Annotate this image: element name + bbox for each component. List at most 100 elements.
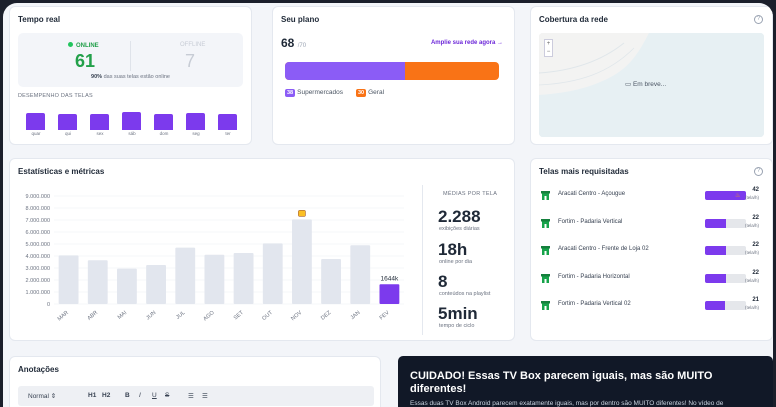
- chart-y-tick-label: 8.000.000: [26, 206, 50, 212]
- tela-demand-bar: [705, 246, 746, 255]
- underline-button[interactable]: U: [152, 392, 157, 399]
- chart-y-tick-label: 1.000.000: [26, 290, 50, 296]
- offline-count: 7: [185, 51, 196, 71]
- coverage-map[interactable]: + − ▭ Em breve...: [539, 33, 764, 137]
- chart-annotation-icon: [298, 210, 306, 217]
- desempenho-day-label: ter: [225, 131, 231, 136]
- tela-count: 22: [752, 269, 759, 276]
- zoom-in-button[interactable]: +: [546, 41, 551, 47]
- chart-x-tick-label: AGO: [202, 309, 216, 322]
- banner-title: CUIDADO! Essas TV Box parecem iguais, ma…: [410, 370, 713, 395]
- store-icon: [541, 246, 550, 255]
- tela-demand-fill: [705, 246, 726, 255]
- chart-bar: [262, 243, 283, 304]
- online-status-box: ONLINE 61 OFFLINE 7 90% das suas telas e…: [18, 33, 243, 87]
- cobertura-help-icon[interactable]: ?: [754, 15, 763, 24]
- desempenho-bar: [58, 114, 77, 130]
- chart-bar: [117, 268, 137, 304]
- metric-ciclo-value: 5min: [438, 304, 478, 323]
- medias-title: MÉDIAS POR TELA: [443, 191, 498, 197]
- desempenho-day-label: sex: [96, 131, 104, 136]
- tela-unit: (tela/h): [744, 250, 759, 255]
- chart-data-label: 1644k: [381, 275, 399, 282]
- chart-x-tick-label: JUN: [145, 310, 157, 321]
- tela-unit: (tela/h): [744, 195, 759, 200]
- legend-supermercados: 38 Supermercados: [285, 89, 344, 97]
- bullet-list-icon[interactable]: ☰: [202, 393, 208, 400]
- tela-demand-fill: [705, 218, 726, 228]
- telas-title: Telas mais requisitadas: [539, 167, 629, 176]
- select-arrows-icon: ⇕: [50, 393, 57, 400]
- chart-x-tick-label: JUL: [175, 310, 186, 321]
- chart-bar: [175, 247, 196, 304]
- map-overlay: [539, 33, 764, 137]
- tela-demand-fill: [705, 273, 726, 283]
- promo-banner[interactable]: CUIDADO! Essas TV Box parecem iguais, ma…: [398, 356, 773, 407]
- format-select[interactable]: Normal ⇕: [28, 393, 57, 400]
- plan-usage-bar: [285, 62, 499, 80]
- heading2-button[interactable]: H2: [102, 392, 111, 399]
- tela-name: Fortim - Padaria Vertical 02: [558, 301, 631, 307]
- tempo-real-card: Tempo real ONLINE 61 OFFLINE 7 90% das s…: [9, 6, 252, 145]
- desempenho-day-label: sáb: [128, 131, 136, 136]
- chart-x-tick-label: ABR: [87, 310, 100, 322]
- chart-y-tick-label: 9.000.000: [26, 194, 50, 200]
- plano-title: Seu plano: [281, 15, 320, 24]
- zoom-out-button[interactable]: −: [546, 49, 551, 55]
- desempenho-day-label: seg: [192, 131, 200, 136]
- italic-button[interactable]: I: [139, 392, 141, 399]
- online-percentage-note: 90% das suas telas estão online: [91, 74, 170, 80]
- chart-y-tick-label: 5.000.000: [26, 242, 50, 248]
- desempenho-day-label: dom: [159, 131, 169, 136]
- metric-exibicoes-value: 2.288: [438, 207, 481, 226]
- store-icon: [541, 273, 550, 283]
- estatisticas-card: Estatísticas e métricas 9.000.000 8.000.0…: [9, 158, 515, 341]
- chart-y-tick-label: 3.000.000: [26, 266, 50, 272]
- tela-row[interactable]: Fortim - Padaria Horizontal 22 (tela/h): [539, 270, 769, 290]
- tela-name: Aracati Centro - Frente de Loja 02: [558, 246, 649, 252]
- chart-x-tick-label: FEV: [379, 310, 391, 322]
- tela-count: 21: [752, 297, 759, 303]
- metric-conteudos-label: conteúdos na playlist: [439, 291, 491, 297]
- tela-demand-fill: [705, 301, 725, 310]
- map-coming-soon-label: ▭ Em breve...: [625, 81, 667, 88]
- banner-text: Essas duas TV Box Android parecem exatam…: [410, 400, 724, 407]
- chart-y-tick-label: 4.000.000: [26, 254, 50, 260]
- ordered-list-icon[interactable]: ☰: [188, 393, 194, 400]
- online-count: 61: [75, 51, 96, 71]
- bold-button[interactable]: B: [125, 392, 130, 399]
- desempenho-bar: [90, 114, 109, 130]
- tela-name: Fortim - Padaria Horizontal: [558, 273, 630, 280]
- tela-row[interactable]: Fortim - Padaria Vertical 02 21 (tela/h): [539, 297, 769, 317]
- tela-unit: (tela/h): [744, 222, 759, 228]
- store-icon: [541, 218, 550, 228]
- chart-y-tick-label: 2.000.000: [26, 278, 50, 284]
- chart-bar: [204, 254, 225, 304]
- chart-x-tick-label: MAI: [117, 310, 129, 321]
- metric-online-label: online por dia: [439, 259, 473, 265]
- tela-row[interactable]: Aracati Centro - Açougue ♨ 42 (tela/h): [539, 187, 769, 207]
- tela-count: 42: [752, 187, 759, 193]
- status-divider: [130, 41, 131, 71]
- strike-button[interactable]: S: [165, 392, 170, 399]
- chart-bar: [233, 253, 254, 304]
- tempo-real-title: Tempo real: [18, 15, 61, 24]
- online-dot-icon: [68, 42, 73, 47]
- stats-divider: [422, 185, 423, 335]
- telas-help-icon[interactable]: ?: [754, 167, 763, 176]
- desempenho-label: DESEMPENHO DAS TELAS: [18, 93, 93, 99]
- telas-card: Telas mais requisitadas ? Aracati Centro…: [530, 158, 773, 341]
- legend-geral: 30 Geral: [356, 89, 385, 97]
- tela-demand-bar: [705, 301, 746, 310]
- desempenho-bar: [186, 112, 205, 130]
- upgrade-link[interactable]: Amplie sua rede agora →: [430, 40, 503, 46]
- cobertura-title: Cobertura da rede: [539, 15, 608, 24]
- plan-usage: 68 /70: [281, 36, 307, 50]
- tela-row[interactable]: Fortim - Padaria Vertical 22 (tela/h): [539, 215, 769, 235]
- heading1-button[interactable]: H1: [88, 392, 97, 399]
- tela-name: Fortim - Padaria Vertical: [558, 218, 623, 225]
- map-zoom-control[interactable]: + −: [544, 39, 553, 57]
- anotacoes-title: Anotações: [18, 365, 59, 374]
- chart-bar: [146, 265, 166, 304]
- tela-row[interactable]: Aracati Centro - Frente de Loja 02 22 (tel…: [539, 242, 769, 262]
